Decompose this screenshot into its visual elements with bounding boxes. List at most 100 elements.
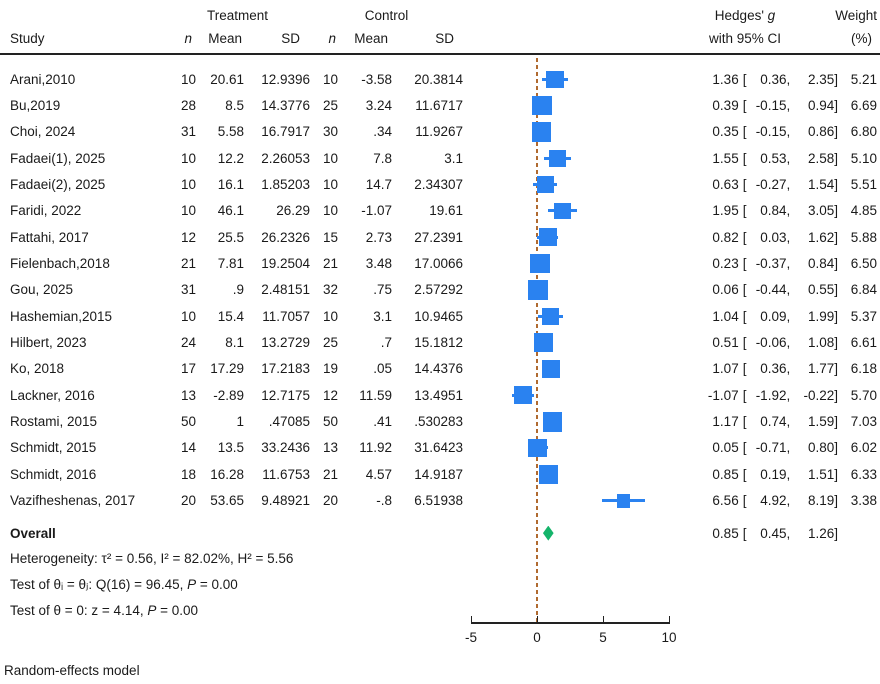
treatment-sd-value: 16.7917: [261, 124, 310, 140]
bracket-close: ]: [834, 414, 838, 430]
forest-plot-cell: [463, 250, 680, 276]
ci-separator: ,: [786, 414, 791, 430]
heterogeneity-stats: Heterogeneity: τ² = 0.56, I² = 82.02%, H…: [10, 551, 294, 566]
ci-lower-value: -0.71: [755, 440, 787, 456]
effect-estimate-text: 1.04 [ 0.09 , 1.99 ]: [680, 309, 838, 324]
control-mean-value: 11.92: [359, 440, 392, 456]
treatment-sd-value: 33.2436: [261, 440, 310, 456]
bracket-close: ]: [834, 335, 838, 351]
treatment-mean-value: 7.81: [217, 256, 244, 272]
effect-value: 1.55: [712, 150, 739, 166]
control-mean-value: .05: [373, 361, 392, 377]
weight-unit-header: (%): [851, 31, 872, 46]
weight-value: 5.88: [850, 229, 877, 245]
treatment-mean-value: 46.1: [217, 203, 244, 219]
effect-square: [513, 386, 532, 405]
weight-value: 5.37: [850, 308, 877, 324]
study-rows: Arani,2010 10 20.61 12.9396 10 -3.58 20.…: [0, 66, 880, 514]
control-n-value: 19: [322, 361, 338, 377]
study-label: Lackner, 2016: [10, 387, 95, 403]
forest-plot-cell: [463, 224, 680, 250]
test-overall-zero-text: Test of θ = 0: z = 4.14,: [10, 603, 148, 618]
treatment-sd-value: .47085: [268, 414, 310, 430]
study-label: Fadaei(2), 2025: [10, 177, 106, 193]
treatment-n-header: n: [184, 31, 192, 46]
effect-value: 1.95: [712, 203, 739, 219]
control-group-header: Control: [364, 8, 409, 23]
ci-separator: ,: [786, 308, 791, 324]
forest-plot-cell: [463, 92, 680, 118]
model-type-note: Random-effects model: [4, 663, 140, 678]
effect-value: 0.63: [712, 177, 739, 193]
effect-estimate-text: 0.82 [ 0.03 , 1.62 ]: [680, 230, 838, 245]
treatment-mean-value: 16.1: [217, 177, 244, 193]
effect-estimate-text: 0.05 [ -0.71 , 0.80 ]: [680, 440, 838, 455]
ci-column-header: with 95% CI: [708, 31, 782, 46]
axis-tick: [470, 616, 473, 622]
bracket-close: ]: [834, 98, 838, 114]
p-value: = 0.00: [156, 603, 199, 618]
bracket-open: [: [742, 308, 747, 324]
test-overall-zero: Test of θ = 0: z = 4.14, P = 0.00: [10, 603, 198, 620]
ci-lower-value: 0.19: [760, 466, 787, 482]
study-row: Hilbert, 2023 24 8.1 13.2729 25 .7 15.18…: [0, 329, 880, 355]
bracket-close: ]: [834, 71, 838, 87]
study-row: Ko, 2018 17 17.29 17.2183 19 .05 14.4376…: [0, 356, 880, 382]
control-sd-value: 10.9465: [414, 308, 463, 324]
treatment-mean-value: 53.65: [210, 493, 244, 509]
ci-separator: ,: [786, 493, 791, 509]
forest-plot-cell: [463, 488, 680, 514]
effect-value: 0.82: [712, 229, 739, 245]
forest-plot-cell: [463, 277, 680, 303]
study-row: Choi, 2024 31 5.58 16.7917 30 .34 11.926…: [0, 119, 880, 145]
control-mean-value: .75: [373, 282, 392, 298]
bracket-close: ]: [834, 203, 838, 219]
control-mean-value: 11.59: [359, 387, 392, 403]
p-symbol: P: [187, 577, 197, 592]
ci-upper-value: 0.55: [807, 282, 835, 298]
study-row: Schmidt, 2016 18 16.28 11.6753 21 4.57 1…: [0, 461, 880, 487]
ci-lower-value: 0.03: [760, 229, 787, 245]
effect-estimate-text: 1.07 [ 0.36 , 1.77 ]: [680, 361, 838, 376]
treatment-sd-value: 12.7175: [261, 387, 310, 403]
effect-estimate-text: 1.95 [ 0.84 , 3.05 ]: [680, 203, 838, 218]
treatment-n-value: 14: [180, 440, 196, 456]
control-n-value: 10: [322, 308, 338, 324]
forest-plot-cell: [463, 198, 680, 224]
ci-upper-value: 0.84: [807, 256, 835, 272]
control-mean-value: 14.7: [365, 177, 392, 193]
treatment-sd-value: 2.48151: [261, 282, 310, 298]
treatment-sd-value: 19.2504: [261, 256, 310, 272]
ci-lower-value: 0.84: [760, 203, 787, 219]
effect-square: [530, 254, 550, 274]
effect-estimate-text: 0.23 [ -0.37 , 0.84 ]: [680, 256, 838, 271]
bracket-open: [: [742, 203, 747, 219]
control-mean-value: 3.1: [373, 308, 392, 324]
study-row: Bu,2019 28 8.5 14.3776 25 3.24 11.6717 0…: [0, 92, 880, 118]
treatment-n-value: 10: [180, 150, 196, 166]
overall-diamond: [542, 525, 554, 541]
bracket-close: ]: [834, 493, 838, 509]
control-n-header: n: [328, 31, 336, 46]
treatment-sd-value: 9.48921: [261, 493, 310, 509]
effect-estimate-text: 0.51 [ -0.06 , 1.08 ]: [680, 335, 838, 350]
treatment-n-value: 50: [180, 414, 196, 430]
treatment-n-value: 31: [180, 282, 196, 298]
study-row: Rostami, 2015 50 1 .47085 50 .41 .530283…: [0, 408, 880, 434]
study-row: Schmidt, 2015 14 13.5 33.2436 13 11.92 3…: [0, 435, 880, 461]
effect-value: -1.07: [707, 387, 739, 403]
control-sd-value: 20.3814: [414, 71, 463, 87]
control-sd-value: 17.0066: [414, 256, 463, 272]
control-sd-value: .530283: [414, 414, 463, 430]
effect-estimate-text: 0.35 [ -0.15 , 0.86 ]: [680, 124, 838, 139]
ci-upper-value: 1.62: [807, 229, 835, 245]
ci-separator: ,: [786, 282, 791, 298]
control-mean-value: .41: [373, 414, 392, 430]
ci-separator: ,: [786, 440, 791, 456]
bracket-close: ]: [834, 124, 838, 140]
effect-square: [546, 70, 564, 88]
effect-square: [542, 307, 560, 325]
control-n-value: 25: [322, 98, 338, 114]
treatment-n-value: 13: [180, 387, 196, 403]
effect-square: [554, 202, 571, 220]
